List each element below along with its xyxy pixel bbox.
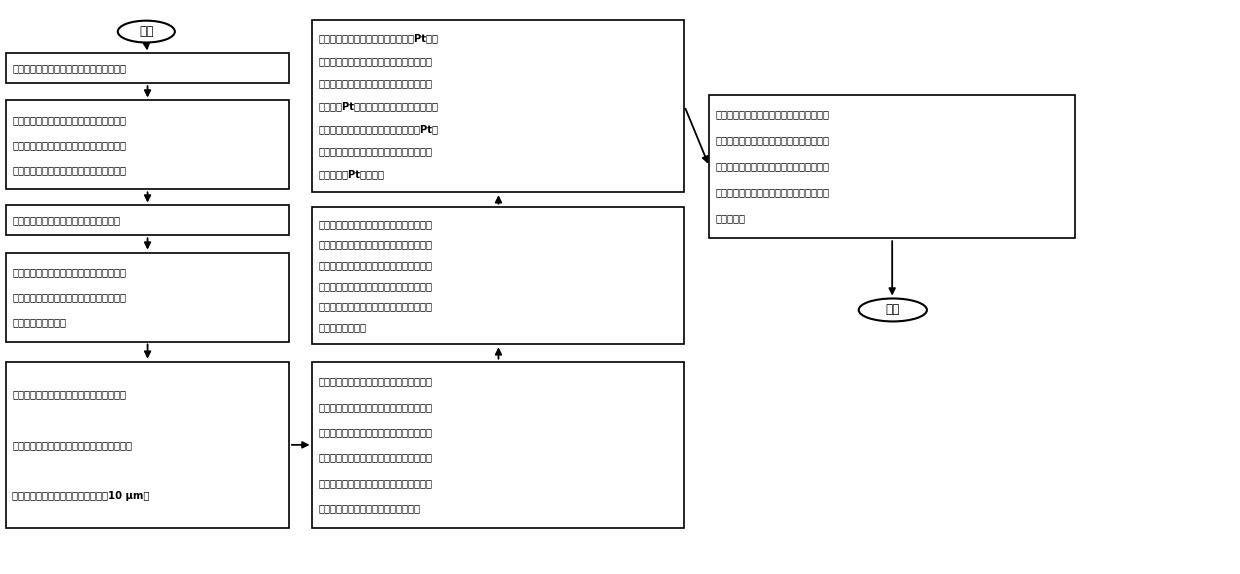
Text: 步骤九，利用聚焦离子束仪的切割功能对经: 步骤九，利用聚焦离子束仪的切割功能对经 <box>715 110 830 119</box>
Text: 成两部分，从而得到异质结薄膜的原位加电: 成两部分，从而得到异质结薄膜的原位加电 <box>715 187 830 197</box>
Text: 样品的待电性能测试的膜层界面和铜片分别: 样品的待电性能测试的膜层界面和铜片分别 <box>319 281 433 291</box>
Text: 功能，对异质结薄膜样品中的待电性能测试: 功能，对异质结薄膜样品中的待电性能测试 <box>319 56 433 66</box>
FancyBboxPatch shape <box>312 207 684 344</box>
Text: 截面样品。: 截面样品。 <box>715 214 745 223</box>
Text: 导电膜进行Pt层焊接；: 导电膜进行Pt层焊接； <box>319 169 384 179</box>
Text: 结束: 结束 <box>885 304 900 316</box>
Text: 步骤六，通过离子减薄仪的夹具把经步骤五: 步骤六，通过离子减薄仪的夹具把经步骤五 <box>319 376 433 386</box>
Text: 调整异质结薄膜样品的位置，使异质结薄膜: 调整异质结薄膜样品的位置，使异质结薄膜 <box>319 260 433 270</box>
Text: 下切割出一个缺口，金属导电膜被缺口断开: 下切割出一个缺口，金属导电膜被缺口断开 <box>715 161 830 172</box>
Text: 步骤一，除去异质结薄膜样品表面的杂质；: 步骤一，除去异质结薄膜样品表面的杂质； <box>12 63 126 73</box>
Text: 的距离达到透射电镜观察的厚度要求；: 的距离达到透射电镜观察的厚度要求； <box>319 503 420 514</box>
Text: 一起；然后通过离子减薄仪的离子束把异质: 一起；然后通过离子减薄仪的离子束把异质 <box>319 427 433 437</box>
Text: 步骤八，利用聚焦离子束仪中的金属Pt沉积: 步骤八，利用聚焦离子束仪中的金属Pt沉积 <box>319 33 439 43</box>
FancyBboxPatch shape <box>6 53 289 83</box>
Text: 得到的片状的异质结薄膜样品进行研磨减薄，: 得到的片状的异质结薄膜样品进行研磨减薄， <box>12 440 133 450</box>
Ellipse shape <box>118 21 175 42</box>
Text: 和通电电极对应；: 和通电电极对应； <box>319 322 367 332</box>
Text: 的膜层界面和原位测试芯片上的电性能测试: 的膜层界面和原位测试芯片上的电性能测试 <box>319 79 433 88</box>
FancyBboxPatch shape <box>709 95 1075 238</box>
Text: 步骤五，通过样品研磨器把经步骤四处理后: 步骤五，通过样品研磨器把经步骤四处理后 <box>12 389 126 399</box>
Text: 品转移到原位测试芯片上，在光学显微镜下: 品转移到原位测试芯片上，在光学显微镜下 <box>319 239 433 250</box>
Text: 步骤三，在金属导电膜上贴上一片铜片；: 步骤三，在金属导电膜上贴上一片铜片； <box>12 215 120 226</box>
FancyBboxPatch shape <box>6 362 289 528</box>
Text: 焊接，并对异质结薄膜样品中的铜片和金属: 焊接，并对异质结薄膜样品中的铜片和金属 <box>319 146 433 157</box>
FancyBboxPatch shape <box>6 253 289 342</box>
Ellipse shape <box>858 298 928 321</box>
Text: 铜片与原位测试芯片上的通电电极进行Pt层: 铜片与原位测试芯片上的通电电极进行Pt层 <box>319 124 439 134</box>
FancyBboxPatch shape <box>312 362 684 528</box>
Text: 处理后的异质结薄膜样品和环形载网夹紧在: 处理后的异质结薄膜样品和环形载网夹紧在 <box>319 402 433 412</box>
Text: 步骤七，把经步骤六处理后的异质结薄膜样: 步骤七，把经步骤六处理后的异质结薄膜样 <box>319 219 433 229</box>
Text: 凹槽，弧形凹槽的最低点与金属导电膜之间: 凹槽，弧形凹槽的最低点与金属导电膜之间 <box>319 478 433 488</box>
Text: 开始: 开始 <box>139 25 154 38</box>
Text: 能测试的膜层界面的端面为上端面，在异质: 能测试的膜层界面的端面为上端面，在异质 <box>12 140 126 150</box>
Text: 步骤八处理后的异质结薄膜样品从铜片面向: 步骤八处理后的异质结薄膜样品从铜片面向 <box>715 135 830 146</box>
FancyBboxPatch shape <box>6 100 289 189</box>
Text: 使片状的异质结薄膜样品的厚度小于10 μm；: 使片状的异质结薄膜样品的厚度小于10 μm； <box>12 491 150 501</box>
Text: 结薄膜样品的上端面设置一层金属导电膜；: 结薄膜样品的上端面设置一层金属导电膜； <box>12 165 126 175</box>
FancyBboxPatch shape <box>6 205 289 235</box>
Text: 步骤二，以异质结薄膜样品的靠近其待电性: 步骤二，以异质结薄膜样品的靠近其待电性 <box>12 115 126 125</box>
FancyBboxPatch shape <box>312 20 684 192</box>
Text: 步骤四，把经步骤三处理后的异质结薄膜样: 步骤四，把经步骤三处理后的异质结薄膜样 <box>12 267 126 277</box>
Text: 电极进行Pt层焊接，对异质结薄膜样品中的: 电极进行Pt层焊接，对异质结薄膜样品中的 <box>319 101 439 111</box>
Text: 的异质结薄膜样品；: 的异质结薄膜样品； <box>12 317 67 327</box>
Text: 品从铜片面至下端面进行切割，以得到片状: 品从铜片面至下端面进行切割，以得到片状 <box>12 292 126 302</box>
Text: 结薄膜样品从下端面的中部减薄出一个弧形: 结薄膜样品从下端面的中部减薄出一个弧形 <box>319 452 433 463</box>
Text: 与放置于原位测试芯片上的电性能测试电极: 与放置于原位测试芯片上的电性能测试电极 <box>319 301 433 312</box>
